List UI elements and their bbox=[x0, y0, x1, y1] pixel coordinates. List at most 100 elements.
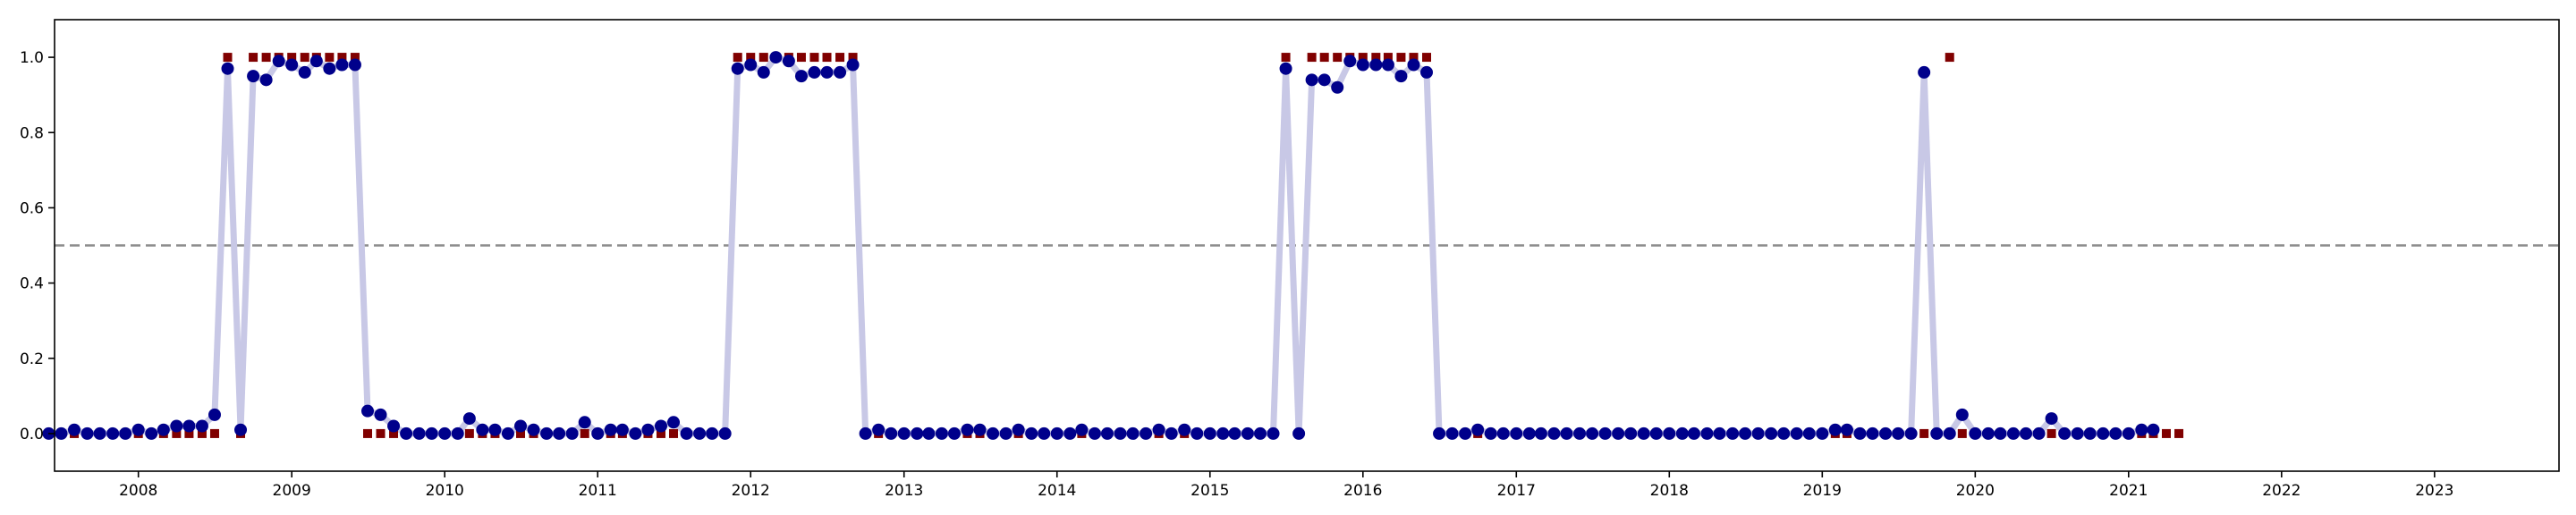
actual-label-marker bbox=[1422, 53, 1431, 63]
probability-point bbox=[578, 416, 591, 429]
probability-point bbox=[1063, 426, 1077, 440]
probability-point bbox=[540, 426, 554, 440]
probability-point bbox=[1713, 426, 1726, 440]
x-tick-label: 2012 bbox=[732, 482, 770, 500]
actual-label-marker bbox=[746, 53, 756, 63]
probability-point bbox=[2122, 426, 2135, 440]
probability-point bbox=[1228, 426, 1241, 440]
probability-point bbox=[438, 426, 452, 440]
probability-point bbox=[1292, 426, 1306, 440]
probability-point bbox=[170, 419, 183, 433]
probability-point bbox=[272, 55, 285, 68]
actual-label-marker bbox=[848, 53, 858, 63]
probability-point bbox=[2097, 426, 2110, 440]
probability-point bbox=[1318, 73, 1331, 87]
probability-point bbox=[1687, 426, 1700, 440]
y-tick-label: 0.6 bbox=[20, 199, 44, 217]
probability-point bbox=[654, 419, 667, 433]
probability-point bbox=[93, 426, 106, 440]
probability-point bbox=[1191, 426, 1204, 440]
probability-point bbox=[298, 65, 311, 79]
actual-label-marker bbox=[1957, 428, 1967, 438]
actual-label-marker bbox=[835, 53, 845, 63]
probability-point bbox=[387, 419, 401, 433]
probability-point bbox=[2135, 423, 2148, 436]
x-tick-label: 2017 bbox=[1497, 482, 1536, 500]
probability-point bbox=[462, 412, 476, 426]
probability-point bbox=[106, 426, 120, 440]
probability-point bbox=[234, 423, 248, 436]
probability-point bbox=[2109, 426, 2123, 440]
x-tick-label: 2019 bbox=[1803, 482, 1842, 500]
x-tick-label: 2016 bbox=[1343, 482, 1382, 500]
probability-point bbox=[1765, 426, 1778, 440]
probability-point bbox=[744, 58, 758, 72]
probability-point bbox=[1663, 426, 1676, 440]
probability-point bbox=[1751, 426, 1765, 440]
probability-point bbox=[680, 426, 693, 440]
probability-point bbox=[425, 426, 438, 440]
actual-label-marker bbox=[1358, 53, 1368, 63]
probability-point bbox=[501, 426, 514, 440]
probability-point bbox=[2045, 412, 2058, 426]
actual-label-marker bbox=[1396, 53, 1406, 63]
plot-frame bbox=[54, 19, 2560, 472]
probability-point bbox=[1510, 426, 1523, 440]
probability-point bbox=[182, 419, 196, 433]
actual-label-marker bbox=[261, 53, 271, 63]
probability-point bbox=[2058, 426, 2072, 440]
actual-label-marker bbox=[350, 53, 360, 63]
x-tick-label: 2022 bbox=[2262, 482, 2301, 500]
actual-label-marker bbox=[1281, 53, 1291, 63]
actual-label-marker bbox=[1319, 53, 1329, 63]
actual-label-marker bbox=[172, 428, 182, 438]
probability-point bbox=[604, 423, 617, 436]
probability-point bbox=[1892, 426, 1905, 440]
probability-point bbox=[718, 426, 732, 440]
x-tick-label: 2018 bbox=[1650, 482, 1689, 500]
probability-point bbox=[1802, 426, 1816, 440]
probability-point bbox=[488, 423, 502, 436]
probability-point bbox=[999, 426, 1013, 440]
probability-point bbox=[1075, 423, 1089, 436]
probability-point bbox=[859, 426, 872, 440]
actual-label-marker bbox=[1307, 53, 1317, 63]
actual-label-marker bbox=[1333, 53, 1343, 63]
probability-point bbox=[514, 419, 528, 433]
probability-point bbox=[2147, 423, 2160, 436]
actual-label-marker bbox=[1409, 53, 1419, 63]
y-tick-label: 0.4 bbox=[20, 275, 44, 293]
x-tick-label: 2021 bbox=[2109, 482, 2148, 500]
probability-point bbox=[1203, 426, 1216, 440]
probability-point bbox=[1547, 426, 1561, 440]
probability-point bbox=[629, 426, 642, 440]
probability-point bbox=[922, 426, 936, 440]
probability-point bbox=[1126, 426, 1140, 440]
probability-point bbox=[247, 70, 260, 83]
probability-point bbox=[1381, 58, 1394, 72]
actual-label-marker bbox=[796, 53, 806, 63]
probability-point bbox=[1369, 58, 1383, 72]
probability-point bbox=[947, 426, 961, 440]
probability-point bbox=[1152, 423, 1165, 436]
probability-point bbox=[1943, 426, 1956, 440]
probability-point bbox=[1471, 423, 1485, 436]
actual-label-marker bbox=[1945, 53, 1954, 63]
probability-point bbox=[591, 426, 605, 440]
probability-point bbox=[911, 426, 924, 440]
probability-point bbox=[68, 423, 81, 436]
probability-point bbox=[1114, 426, 1127, 440]
probability-point bbox=[2071, 426, 2084, 440]
probability-point bbox=[1675, 426, 1689, 440]
probability-point bbox=[1930, 426, 1944, 440]
probability-point bbox=[2032, 426, 2046, 440]
probability-point bbox=[259, 73, 273, 87]
probability-point bbox=[782, 55, 795, 68]
probability-point bbox=[1534, 426, 1547, 440]
probability-point bbox=[1140, 426, 1153, 440]
probability-point bbox=[1904, 426, 1918, 440]
probability-point bbox=[1560, 426, 1573, 440]
actual-label-marker bbox=[337, 53, 347, 63]
probability-point bbox=[553, 426, 566, 440]
